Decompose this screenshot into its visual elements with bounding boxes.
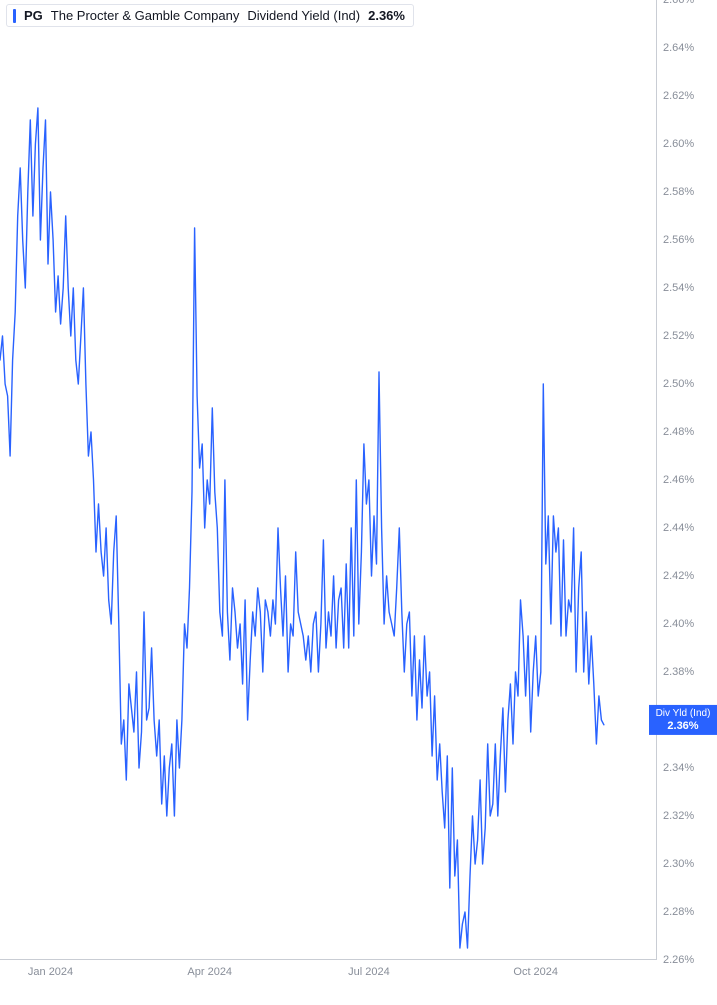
ticker-symbol: PG: [24, 8, 43, 23]
x-tick-label: Oct 2024: [513, 966, 558, 978]
x-tick-label: Jul 2024: [348, 966, 390, 978]
y-tick-label: 2.66%: [663, 0, 694, 6]
y-axis: 2.66% 2.64% 2.62% 2.60% 2.58% 2.56% 2.54% 2.52%…: [656, 0, 717, 960]
y-tick-label: 2.28%: [663, 906, 694, 918]
ticker-accent-bar: [13, 9, 16, 23]
y-tick-label: 2.58%: [663, 186, 694, 198]
chart-header[interactable]: PG The Procter & Gamble Company Dividend…: [6, 4, 414, 27]
x-axis: Jan 2024 Apr 2024 Jul 2024 Oct 2024: [0, 959, 657, 1005]
plot-area[interactable]: [0, 0, 657, 960]
y-tick-label: 2.56%: [663, 234, 694, 246]
y-tick-label: 2.38%: [663, 666, 694, 678]
company-name: The Procter & Gamble Company: [51, 8, 240, 23]
chart-container: PG The Procter & Gamble Company Dividend…: [0, 0, 717, 1005]
metric-value: 2.36%: [368, 8, 405, 23]
y-tick-label: 2.32%: [663, 810, 694, 822]
y-tick-label: 2.62%: [663, 90, 694, 102]
y-tick-label: 2.42%: [663, 570, 694, 582]
y-tick-label: 2.52%: [663, 330, 694, 342]
y-tick-label: 2.26%: [663, 954, 694, 966]
y-tick-label: 2.30%: [663, 858, 694, 870]
x-tick-label: Apr 2024: [187, 966, 232, 978]
y-tick-label: 2.48%: [663, 426, 694, 438]
price-tag-label: Div Yld (Ind): [655, 708, 711, 720]
dividend-yield-line: [0, 108, 604, 948]
x-tick-label: Jan 2024: [28, 966, 73, 978]
y-tick-label: 2.60%: [663, 138, 694, 150]
y-tick-label: 2.64%: [663, 42, 694, 54]
price-tag-value: 2.36%: [655, 719, 711, 732]
y-tick-label: 2.44%: [663, 522, 694, 534]
metric-name: Dividend Yield (Ind): [247, 8, 360, 23]
y-tick-label: 2.40%: [663, 618, 694, 630]
y-tick-label: 2.46%: [663, 474, 694, 486]
current-value-tag: Div Yld (Ind) 2.36%: [649, 705, 717, 735]
y-tick-label: 2.54%: [663, 282, 694, 294]
y-tick-label: 2.34%: [663, 762, 694, 774]
y-tick-label: 2.50%: [663, 378, 694, 390]
